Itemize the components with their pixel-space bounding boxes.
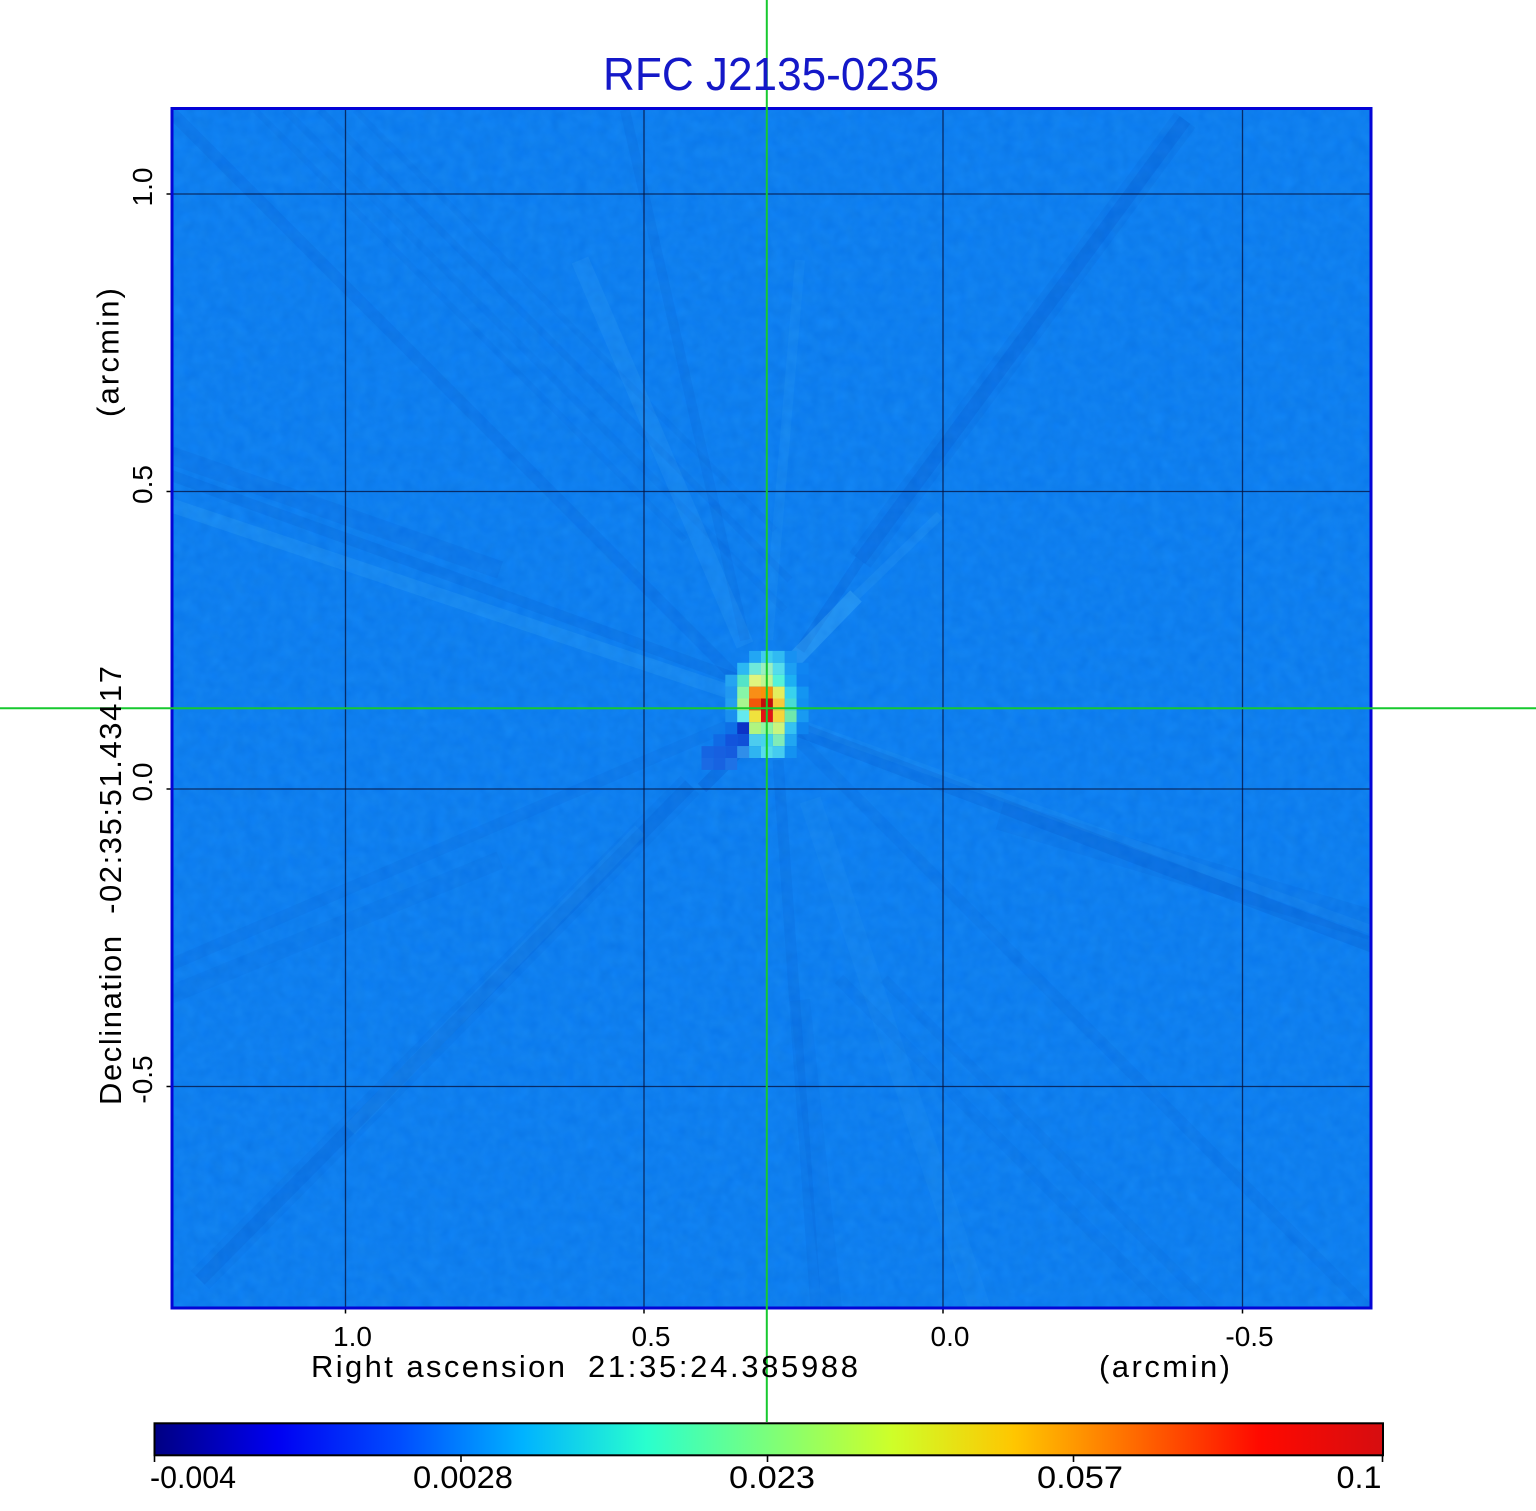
svg-text:0.057: 0.057 — [1037, 1459, 1123, 1495]
svg-text:0.1: 0.1 — [1337, 1459, 1382, 1495]
svg-text:Right ascension: Right ascension — [311, 1349, 565, 1384]
svg-text:(arcmin): (arcmin) — [1099, 1349, 1230, 1384]
svg-text:-0.5: -0.5 — [127, 1055, 158, 1103]
svg-text:RFC J2135-0235: RFC J2135-0235 — [603, 48, 939, 100]
svg-text:0.023: 0.023 — [729, 1459, 815, 1495]
svg-text:1.0: 1.0 — [333, 1321, 372, 1352]
svg-text:0.0028: 0.0028 — [413, 1459, 513, 1495]
svg-text:(arcmin): (arcmin) — [91, 288, 126, 417]
svg-text:0.0: 0.0 — [931, 1321, 970, 1352]
svg-text:Declination -02:35:51.43417: Declination -02:35:51.43417 — [93, 666, 128, 1105]
svg-text:0.5: 0.5 — [632, 1321, 671, 1352]
svg-text:1.0: 1.0 — [127, 168, 158, 207]
svg-text:-0.5: -0.5 — [1225, 1321, 1273, 1352]
svg-text:0.5: 0.5 — [127, 465, 158, 504]
svg-text:21:35:24.385988: 21:35:24.385988 — [588, 1349, 858, 1384]
svg-text:0.0: 0.0 — [127, 763, 158, 802]
svg-text:-0.004: -0.004 — [150, 1459, 236, 1495]
